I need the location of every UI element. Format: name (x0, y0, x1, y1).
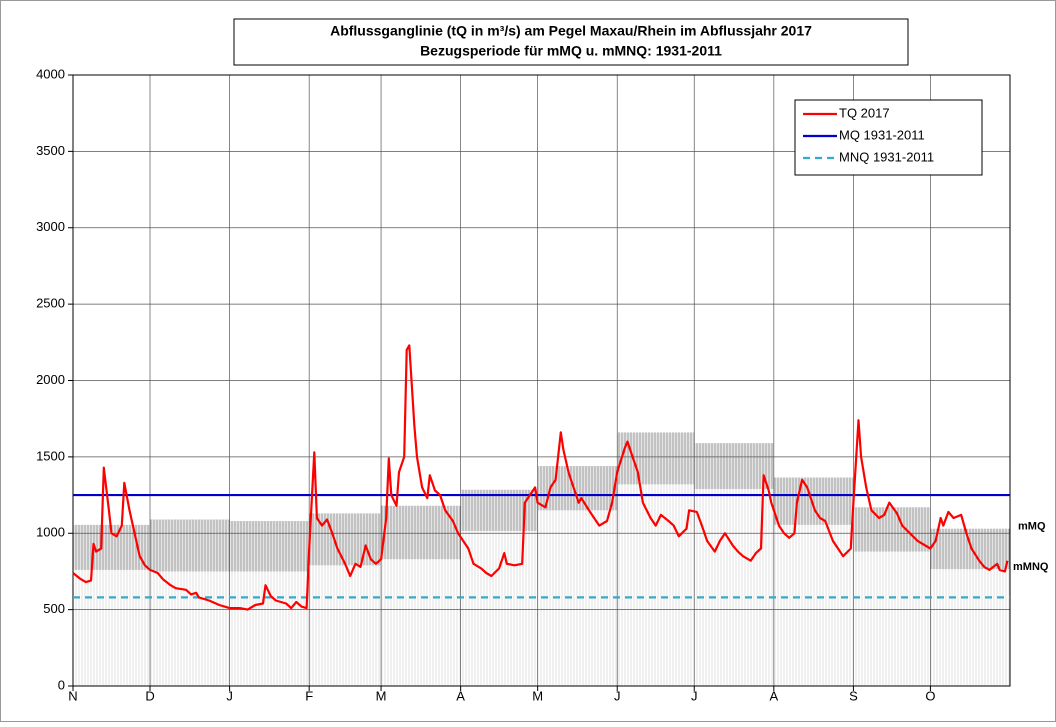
low-band (853, 551, 931, 686)
y-tick-label: 3500 (36, 143, 65, 158)
plot-frame (72, 74, 1011, 687)
low-band (73, 569, 151, 686)
legend-label: MNQ 1931-2011 (839, 149, 934, 164)
x-tick-label: A (769, 688, 778, 703)
legend-label: TQ 2017 (839, 105, 890, 120)
x-tick-label: J (226, 688, 233, 703)
mean-band (853, 507, 931, 552)
chart-subtitle: Bezugsperiode für mMQ u. mMNQ: 1931-2011 (420, 43, 722, 59)
x-tick-label: F (305, 688, 313, 703)
x-tick-label: D (145, 688, 154, 703)
low-band (150, 571, 230, 686)
x-tick-label: O (925, 688, 935, 703)
mean-band (229, 521, 310, 572)
low-band (460, 530, 538, 686)
y-tick-label: 500 (43, 601, 65, 616)
low-band (229, 571, 310, 686)
y-tick-label: 2500 (36, 296, 65, 311)
mean-band (930, 528, 1010, 570)
x-tick-label: J (614, 688, 621, 703)
low-band (930, 569, 1010, 686)
x-tick-label: J (691, 688, 698, 703)
title-box (233, 18, 909, 66)
chart-title: Abflussganglinie (tQ in m³/s) am Pegel M… (330, 23, 812, 39)
legend-box (794, 99, 983, 176)
side-label: mMNQ (1013, 561, 1049, 573)
mean-band (617, 432, 695, 485)
x-tick-label: N (68, 688, 77, 703)
low-band (617, 484, 695, 686)
low-band (773, 524, 854, 686)
data-line (72, 344, 1009, 611)
x-tick-label: M (376, 688, 387, 703)
y-tick-label: 1000 (36, 525, 65, 540)
mean-band (694, 443, 774, 489)
low-band (381, 559, 461, 686)
y-tick-label: 2000 (36, 372, 65, 387)
low-band (309, 565, 382, 686)
side-label: mMQ (1018, 521, 1046, 533)
x-tick-label: M (532, 688, 543, 703)
low-band (694, 488, 774, 686)
y-tick-label: 0 (58, 677, 65, 692)
legend-label: MQ 1931-2011 (839, 127, 925, 142)
y-tick-label: 3000 (36, 219, 65, 234)
y-tick-label: 1500 (36, 448, 65, 463)
mean-band (773, 477, 854, 525)
x-tick-label: S (849, 688, 858, 703)
mean-band (150, 519, 230, 572)
y-tick-label: 4000 (36, 66, 65, 81)
x-tick-label: A (456, 688, 465, 703)
